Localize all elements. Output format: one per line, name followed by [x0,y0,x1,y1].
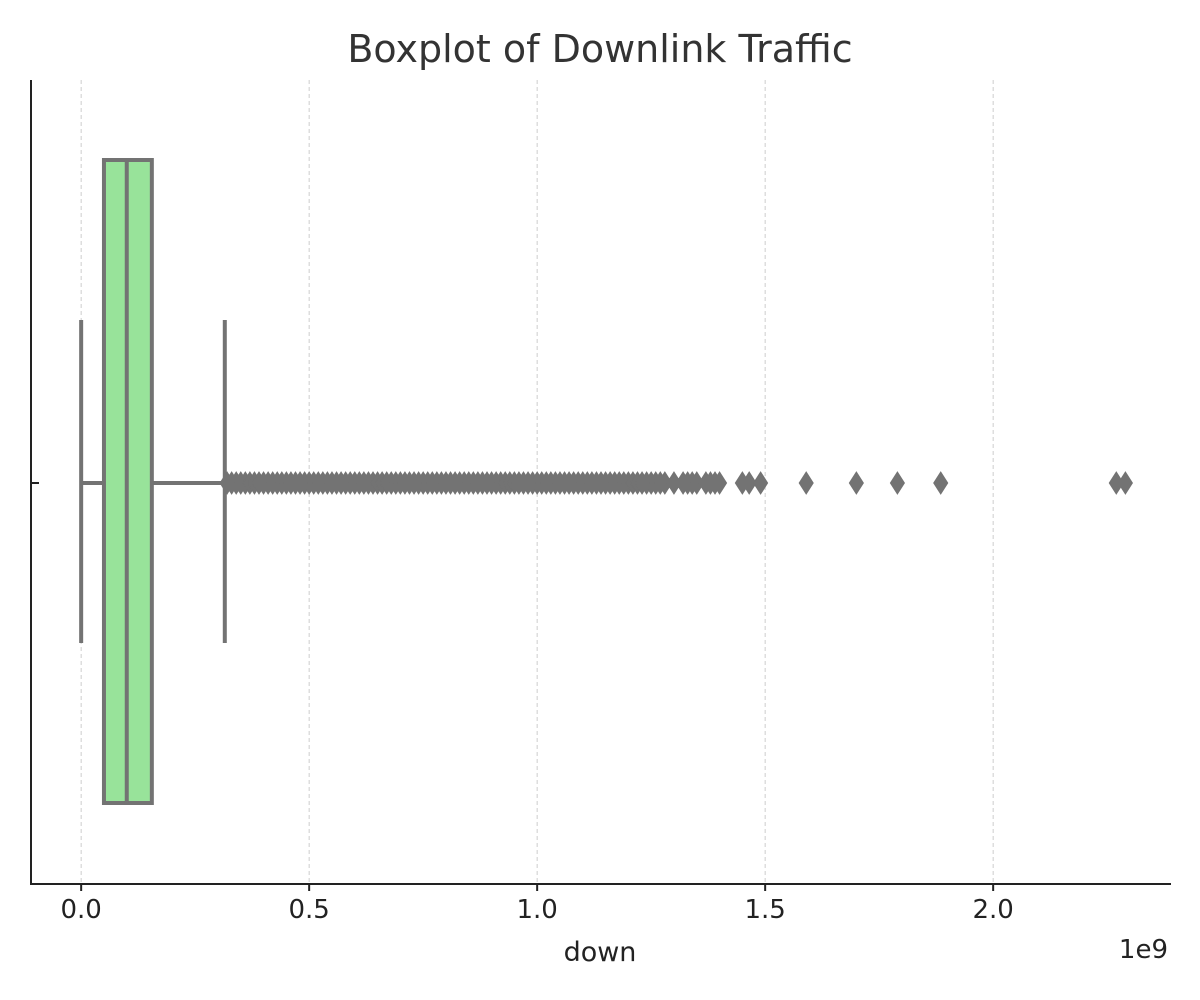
outlier-point [889,471,905,495]
outlier-point [933,471,949,495]
x-tick-label: 2.0 [972,895,1013,925]
x-axis-ticks: 0.0 0.5 1.0 1.5 2.0 [60,884,1014,925]
outlier-point [1117,471,1133,495]
x-tick-label: 1.0 [516,895,557,925]
outlier-point [848,471,864,495]
x-tick-label: 0.5 [288,895,329,925]
outlier-point [741,471,757,495]
x-tick-label: 0.0 [60,895,101,925]
outlier-points [219,471,1133,495]
outlier-point [753,471,769,495]
x-axis-offset-label: 1e9 [1119,935,1168,965]
chart-title: Boxplot of Downlink Traffic [347,27,852,71]
box-plot [79,158,227,805]
outlier-point [711,471,728,495]
outlier-point [798,471,814,495]
x-tick-label: 1.5 [744,895,785,925]
x-axis-label: down [564,937,637,968]
